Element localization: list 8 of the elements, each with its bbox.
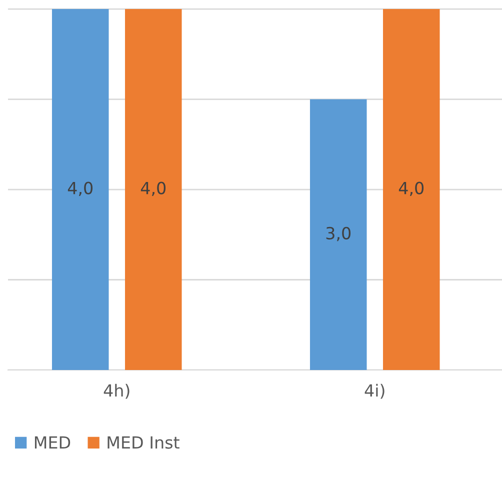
data-label: 4,0 xyxy=(140,182,166,196)
data-label: 4,0 xyxy=(398,182,424,196)
legend-label: MED xyxy=(34,436,70,449)
data-label: 4,0 xyxy=(68,182,93,196)
data-label: 3,0 xyxy=(326,226,351,242)
x-tick-label: 4i) xyxy=(364,384,384,399)
x-tick-label: 4h) xyxy=(104,384,130,399)
legend-label: MED Inst xyxy=(108,436,180,449)
